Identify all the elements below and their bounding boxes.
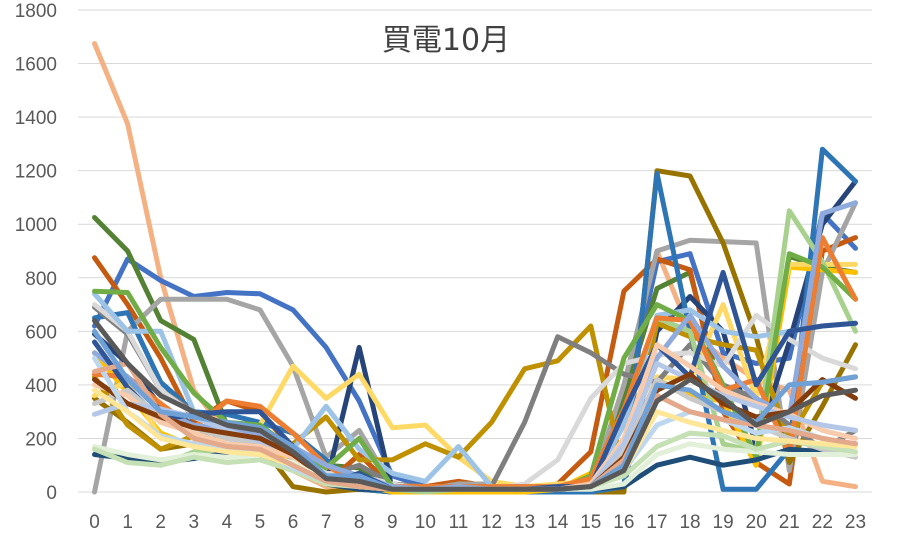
x-tick-label: 16	[613, 512, 634, 533]
x-tick-label: 20	[746, 512, 767, 533]
y-tick-label: 1600	[15, 55, 57, 76]
y-tick-label: 200	[25, 429, 57, 450]
y-tick-label: 600	[25, 322, 57, 343]
y-tick-label: 1000	[15, 215, 57, 236]
y-tick-label: 1400	[15, 108, 57, 129]
series-lines	[92, 41, 858, 495]
x-tick-label: 6	[288, 512, 299, 533]
y-axis-tick-labels: 0 200 400 600 800 1000 1200 1400 1600 1800	[15, 1, 57, 504]
x-tick-label: 7	[321, 512, 332, 533]
y-tick-label: 1200	[15, 162, 57, 183]
x-tick-label: 0	[89, 512, 100, 533]
x-tick-label: 1	[122, 512, 133, 533]
x-tick-label: 15	[580, 512, 601, 533]
x-tick-label: 4	[222, 512, 233, 533]
x-tick-label: 21	[779, 512, 800, 533]
x-tick-label: 10	[415, 512, 436, 533]
series-line-31	[92, 318, 858, 492]
y-tick-label: 1800	[15, 1, 57, 22]
y-tick-label: 400	[25, 376, 57, 397]
series-line-5	[92, 200, 858, 495]
x-tick-label: 19	[713, 512, 734, 533]
x-tick-label: 11	[449, 512, 469, 533]
y-tick-label: 0	[46, 483, 57, 504]
x-tick-label: 14	[547, 512, 569, 533]
x-tick-label: 8	[354, 512, 365, 533]
y-tick-label: 800	[25, 269, 57, 290]
x-tick-label: 18	[679, 512, 700, 533]
x-tick-label: 23	[845, 512, 866, 533]
x-tick-label: 5	[255, 512, 266, 533]
x-tick-label: 13	[514, 512, 535, 533]
x-tick-label: 12	[481, 512, 502, 533]
chart-title: 買電10月	[382, 23, 510, 58]
x-tick-label: 3	[189, 512, 200, 533]
x-axis-tick-labels: 0 1 2 3 4 5 6 7 8 9 10 11 12 13 14 15 16 17 18 19 20 21 22 23	[89, 512, 866, 533]
x-tick-label: 22	[812, 512, 833, 533]
x-tick-label: 2	[155, 512, 166, 533]
x-tick-label: 9	[387, 512, 398, 533]
x-tick-label: 17	[646, 512, 667, 533]
